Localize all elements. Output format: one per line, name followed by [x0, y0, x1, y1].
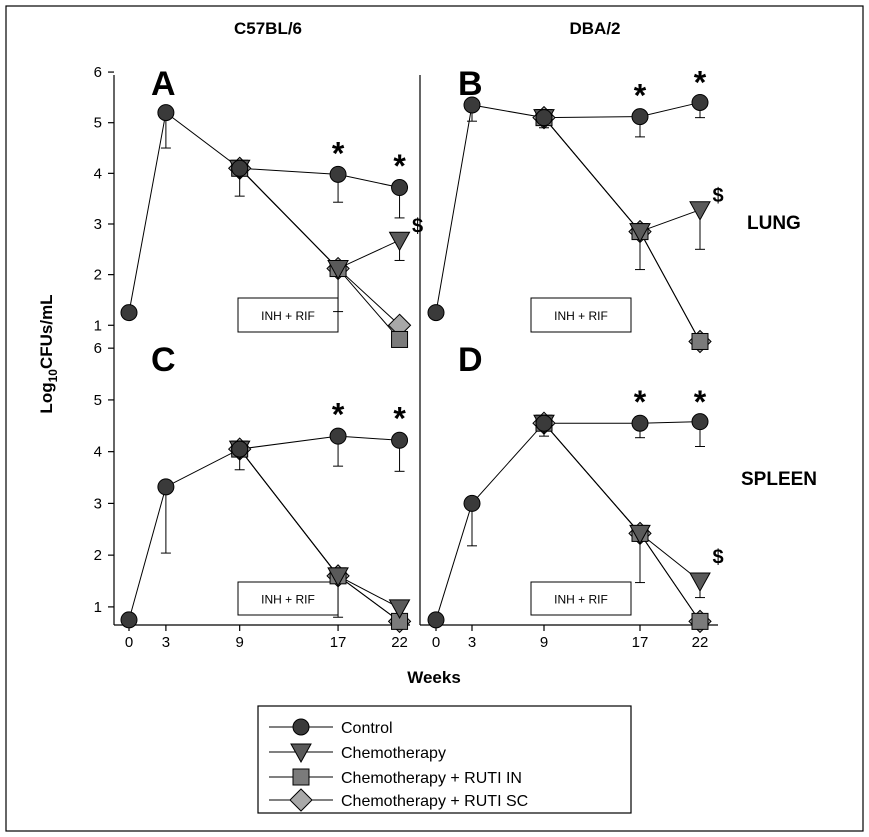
- panel-letter: A: [151, 65, 176, 103]
- y-tick-label: 1: [94, 599, 102, 616]
- data-point: [232, 160, 248, 176]
- data-point: [390, 232, 410, 250]
- square-marker-icon: [293, 769, 309, 785]
- significance-star: *: [634, 77, 647, 113]
- significance-star: *: [694, 384, 707, 420]
- data-point: [232, 441, 248, 457]
- legend-label: Control: [341, 720, 393, 737]
- x-tick-label: 9: [236, 634, 244, 651]
- significance-star: *: [393, 400, 406, 436]
- x-tick-label: 17: [330, 634, 347, 651]
- y-tick-label: 6: [94, 64, 102, 81]
- series-line: [544, 118, 700, 232]
- significance-star: *: [634, 384, 647, 420]
- treatment-box-label: INH + RIF: [261, 309, 315, 323]
- x-tick-label: 3: [468, 634, 476, 651]
- y-tick-label: 1: [94, 317, 102, 334]
- panel-a: A 1 2 3 4 5 6 INH + RIF * * $: [94, 64, 423, 347]
- circle-marker-icon: [293, 719, 309, 735]
- data-point: [690, 202, 710, 220]
- y-tick-label: 4: [94, 165, 102, 182]
- x-tick-label: 3: [162, 634, 170, 651]
- x-tick-label: 0: [125, 634, 133, 651]
- panel-letter: C: [151, 341, 176, 379]
- y-axis-label: Log10CFUs/mL: [37, 294, 60, 413]
- data-point: [692, 333, 708, 349]
- series-line: [544, 423, 700, 581]
- y-tick-label: 4: [94, 444, 102, 461]
- y-tick-label: 3: [94, 495, 102, 512]
- data-point: [690, 573, 710, 591]
- legend-label: Chemotherapy + RUTI SC: [341, 793, 528, 810]
- panel-letter: D: [458, 341, 483, 379]
- panel-d: D 0 3 9 17 22 INH + RIF * * $: [428, 341, 724, 651]
- legend-item: Chemotherapy + RUTI IN: [269, 769, 522, 787]
- row-title-lung: LUNG: [747, 213, 801, 234]
- legend: Control Chemotherapy Chemotherapy + RUTI I…: [258, 706, 631, 813]
- x-tick-label: 22: [391, 634, 408, 651]
- x-tick-label: 17: [632, 634, 649, 651]
- data-point: [464, 495, 480, 511]
- y-tick-label: 5: [94, 115, 102, 132]
- data-point: [536, 415, 552, 431]
- data-point: [158, 105, 174, 121]
- significance-dollar: $: [412, 216, 423, 238]
- x-tick-label: 22: [692, 634, 709, 651]
- y-tick-label: 6: [94, 340, 102, 357]
- significance-star: *: [694, 65, 707, 101]
- series-line: [436, 102, 700, 312]
- data-point: [392, 331, 408, 347]
- significance-star: *: [393, 148, 406, 184]
- significance-star: *: [332, 396, 345, 432]
- series-line: [240, 168, 400, 268]
- treatment-box-label: INH + RIF: [554, 593, 608, 607]
- treatment-box-label: INH + RIF: [554, 309, 608, 323]
- row-title-spleen: SPLEEN: [741, 469, 817, 490]
- series-line: [129, 113, 400, 313]
- y-tick-label: 2: [94, 267, 102, 284]
- legend-label: Chemotherapy: [341, 745, 446, 762]
- column-title-c57bl6: C57BL/6: [234, 19, 302, 38]
- data-point: [428, 612, 444, 628]
- data-point: [428, 305, 444, 321]
- treatment-box-label: INH + RIF: [261, 593, 315, 607]
- significance-dollar: $: [712, 185, 723, 207]
- data-point: [692, 613, 708, 629]
- data-point: [158, 479, 174, 495]
- x-axis-label: Weeks: [407, 668, 461, 687]
- legend-label: Chemotherapy + RUTI IN: [341, 770, 522, 787]
- x-tick-label: 0: [432, 634, 440, 651]
- panel-c: C 1 2 3 4 5 6 0 3 9 17 22 INH + RIF * *: [94, 340, 411, 651]
- axes: [114, 75, 718, 625]
- y-tick-label: 2: [94, 547, 102, 564]
- data-point: [121, 305, 137, 321]
- y-tick-label: 3: [94, 216, 102, 233]
- data-point: [536, 110, 552, 126]
- x-tick-label: 9: [540, 634, 548, 651]
- data-point: [121, 612, 137, 628]
- column-title-dba2: DBA/2: [569, 19, 620, 38]
- significance-star: *: [332, 136, 345, 172]
- y-tick-label: 5: [94, 392, 102, 409]
- data-point: [464, 97, 480, 113]
- significance-dollar: $: [712, 547, 723, 569]
